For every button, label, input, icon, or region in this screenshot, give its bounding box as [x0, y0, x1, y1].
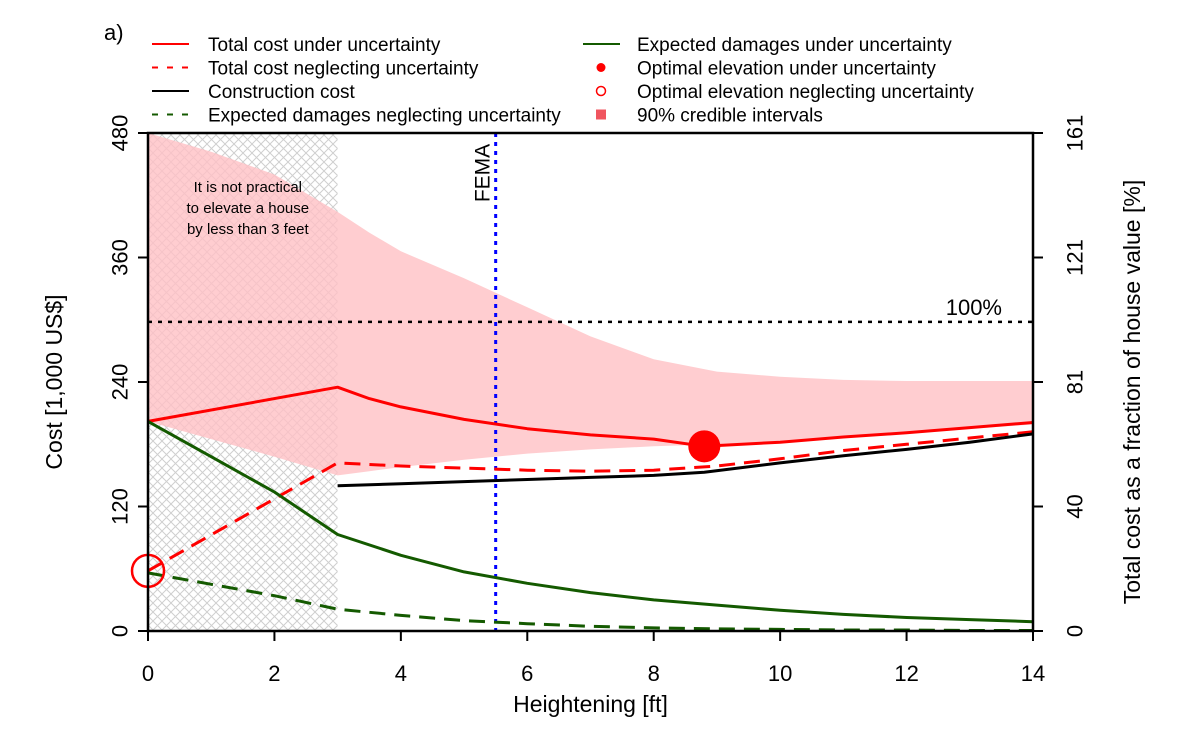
- legend-label-construction-cost: Construction cost: [208, 82, 356, 103]
- legend-label-expected-damages-under-uncertainty: Expected damages under uncertainty: [637, 35, 952, 56]
- not-practical-annotation-line: to elevate a house: [187, 200, 310, 217]
- y-axis-title: Cost [1,000 US$]: [41, 294, 67, 469]
- legend-swatch-optimal-elevation-under-uncertainty: [596, 63, 606, 72]
- optimal-under-uncertainty-point: [688, 430, 721, 463]
- x-axis-title: Heightening [ft]: [513, 691, 668, 717]
- legend-swatch-90-credible-intervals: [596, 109, 606, 120]
- reference-line-label: 100%: [946, 295, 1002, 320]
- series-total-cost-neglecting-uncertainty: [147, 430, 1034, 573]
- y-right-tick-label: 121: [1063, 239, 1088, 276]
- y-tick-label: 120: [108, 488, 133, 525]
- y-right-axis-title: Total cost as a fraction of house value …: [1119, 180, 1145, 604]
- not-practical-annotation-line: It is not practical: [194, 179, 302, 196]
- series-construction-cost: [337, 432, 1034, 488]
- x-tick-label: 6: [521, 661, 533, 686]
- x-tick-label: 12: [894, 661, 918, 686]
- legend-label-optimal-elevation-neglecting-uncertainty: Optimal elevation neglecting uncertainty: [637, 82, 974, 103]
- legend-label-optimal-elevation-under-uncertainty: Optimal elevation under uncertainty: [637, 59, 936, 80]
- x-tick-label: 14: [1021, 661, 1045, 686]
- series-total-cost-under-uncertainty: [147, 385, 1034, 448]
- y-right-tick-label: 81: [1063, 370, 1088, 394]
- x-tick-label: 10: [768, 661, 792, 686]
- fema-label: FEMA: [472, 144, 495, 202]
- x-tick-label: 8: [648, 661, 660, 686]
- series-expected-damages-under-uncertainty: [147, 420, 1034, 624]
- y-tick-label: 360: [108, 239, 133, 276]
- y-right-tick-label: 40: [1063, 494, 1088, 518]
- not-practical-annotation-line: by less than 3 feet: [187, 221, 310, 238]
- x-tick-label: 0: [142, 661, 154, 686]
- y-right-tick-label: 0: [1063, 625, 1088, 637]
- y-tick-label: 480: [108, 115, 133, 152]
- legend-swatch-optimal-elevation-neglecting-uncertainty: [595, 85, 607, 97]
- credible-interval-band: [148, 133, 1033, 476]
- legend-label-expected-damages-neglecting-uncertainty: Expected damages neglecting uncertainty: [208, 106, 561, 127]
- x-tick-label: 2: [268, 661, 280, 686]
- y-tick-label: 0: [108, 625, 133, 637]
- x-tick-label: 4: [395, 661, 407, 686]
- legend-label-total-cost-under-uncertainty: Total cost under uncertainty: [208, 35, 441, 56]
- legend-label-total-cost-neglecting-uncertainty: Total cost neglecting uncertainty: [208, 59, 479, 80]
- panel-label: a): [104, 20, 124, 45]
- y-tick-label: 240: [108, 364, 133, 401]
- legend-label-90-credible-intervals: 90% credible intervals: [637, 106, 823, 127]
- y-right-tick-label: 161: [1063, 115, 1088, 152]
